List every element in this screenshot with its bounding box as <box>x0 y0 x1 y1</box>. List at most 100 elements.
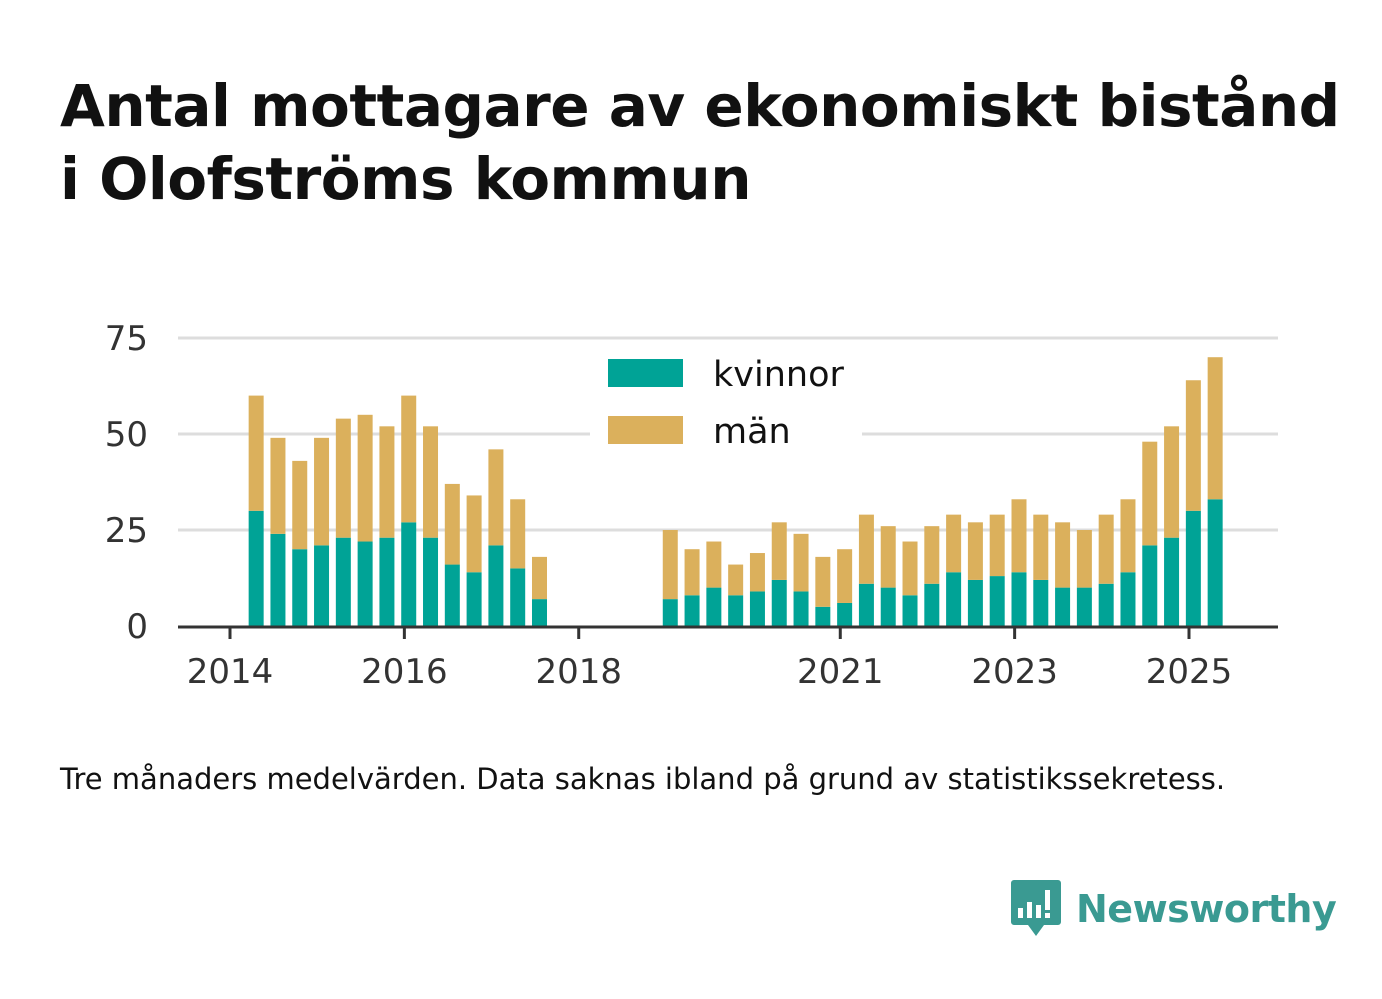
x-tick-label: 2016 <box>361 652 448 692</box>
bar-man <box>1098 514 1114 584</box>
legend-swatch-man <box>608 416 683 444</box>
legend-swatch-kvinnor <box>608 359 683 387</box>
bar-kvinnor <box>1185 510 1201 626</box>
bar-man <box>684 549 700 596</box>
bar-man <box>335 418 351 538</box>
bar-man <box>1207 357 1223 500</box>
bar-kvinnor <box>531 599 547 626</box>
bar-man <box>815 556 831 607</box>
bar-man <box>749 553 765 592</box>
bar-kvinnor <box>270 533 286 626</box>
x-tick-label: 2018 <box>535 652 622 692</box>
bar-kvinnor <box>314 545 330 626</box>
legend: kvinnor män <box>590 345 862 460</box>
bar-man <box>1033 514 1049 580</box>
bar-man <box>1142 441 1158 546</box>
bar-man <box>837 549 853 603</box>
bar-kvinnor <box>1120 572 1136 626</box>
bar-man <box>531 556 547 600</box>
x-tick-label: 2021 <box>797 652 884 692</box>
bar-kvinnor <box>946 572 962 626</box>
bar-man <box>401 395 417 523</box>
bar-kvinnor <box>1207 499 1223 626</box>
bar-man <box>1076 530 1092 588</box>
chart-subtitle: Tre månaders medelvärden. Data saknas ib… <box>60 762 1226 796</box>
bar-man <box>423 426 439 538</box>
bar-man <box>1120 499 1136 573</box>
bar-kvinnor <box>401 522 417 626</box>
y-tick-label: 50 <box>105 415 148 455</box>
bar-kvinnor <box>335 537 351 626</box>
bar-kvinnor <box>292 549 308 626</box>
bar-kvinnor <box>793 591 809 626</box>
y-tick-label: 0 <box>126 607 148 647</box>
bar-kvinnor <box>706 587 722 626</box>
bar-man <box>488 449 504 546</box>
x-tick-label: 2023 <box>971 652 1058 692</box>
y-tick-label: 25 <box>105 511 148 551</box>
bar-kvinnor <box>466 572 482 626</box>
bar-kvinnor <box>379 537 395 626</box>
bar-man <box>946 514 962 573</box>
bar-man <box>444 483 460 565</box>
bar-kvinnor <box>1076 587 1092 626</box>
bar-man <box>292 460 308 550</box>
bar-kvinnor <box>357 541 373 626</box>
bar-kvinnor <box>1164 537 1180 626</box>
bar-man <box>880 526 896 588</box>
bar-kvinnor <box>815 606 831 626</box>
bar-kvinnor <box>1011 572 1027 626</box>
x-tick-label: 2025 <box>1146 652 1233 692</box>
bar-kvinnor <box>662 599 678 626</box>
bar-man <box>357 414 373 542</box>
bar-kvinnor <box>1033 579 1049 626</box>
bar-kvinnor <box>510 568 526 626</box>
bar-kvinnor <box>1098 583 1114 626</box>
bar-man <box>771 522 787 580</box>
legend-label-man: män <box>713 412 791 452</box>
legend-label-kvinnor: kvinnor <box>713 355 844 395</box>
bar-kvinnor <box>684 595 700 626</box>
x-tick-label: 2014 <box>187 652 274 692</box>
bar-man <box>902 541 918 596</box>
bar-kvinnor <box>444 564 460 626</box>
bar-kvinnor <box>967 579 983 626</box>
bar-man <box>1011 499 1027 573</box>
brand-name: Newsworthy <box>1076 887 1337 931</box>
bar-man <box>706 541 722 588</box>
newsworthy-bar-chart-icon <box>1011 880 1061 936</box>
bar-man <box>1164 426 1180 538</box>
bar-man <box>967 522 983 580</box>
bar-man <box>858 514 874 584</box>
bar-man <box>379 426 395 538</box>
bar-man <box>510 499 526 569</box>
bar-kvinnor <box>771 579 787 626</box>
bar-kvinnor <box>248 510 264 626</box>
bar-man <box>1185 380 1201 511</box>
brand-logo[interactable]: Newsworthy <box>1010 878 1337 940</box>
bar-man <box>989 514 1005 577</box>
bar-kvinnor <box>989 576 1005 626</box>
bar-man <box>924 526 940 584</box>
bar-kvinnor <box>1142 545 1158 626</box>
bar-kvinnor <box>728 595 744 626</box>
bar-kvinnor <box>924 583 940 626</box>
bar-man <box>728 564 744 596</box>
bar-man <box>248 395 264 511</box>
bar-man <box>270 437 286 534</box>
bar-kvinnor <box>902 595 918 626</box>
y-tick-label: 75 <box>105 319 148 359</box>
bar-man <box>793 533 809 592</box>
bar-kvinnor <box>1055 587 1071 626</box>
bar-man <box>314 437 330 546</box>
bar-kvinnor <box>423 537 439 626</box>
bar-kvinnor <box>880 587 896 626</box>
y-axis-ticks: 0 25 50 75 <box>105 319 148 647</box>
bar-man <box>662 530 678 600</box>
bar-kvinnor <box>749 591 765 626</box>
x-axis-ticks: 2014 2016 2018 2021 2023 2025 <box>187 627 1233 692</box>
bar-kvinnor <box>488 545 504 626</box>
chart-title: Antal mottagare av ekonomiskt bistånd i … <box>60 72 1340 213</box>
bars <box>248 357 1223 626</box>
